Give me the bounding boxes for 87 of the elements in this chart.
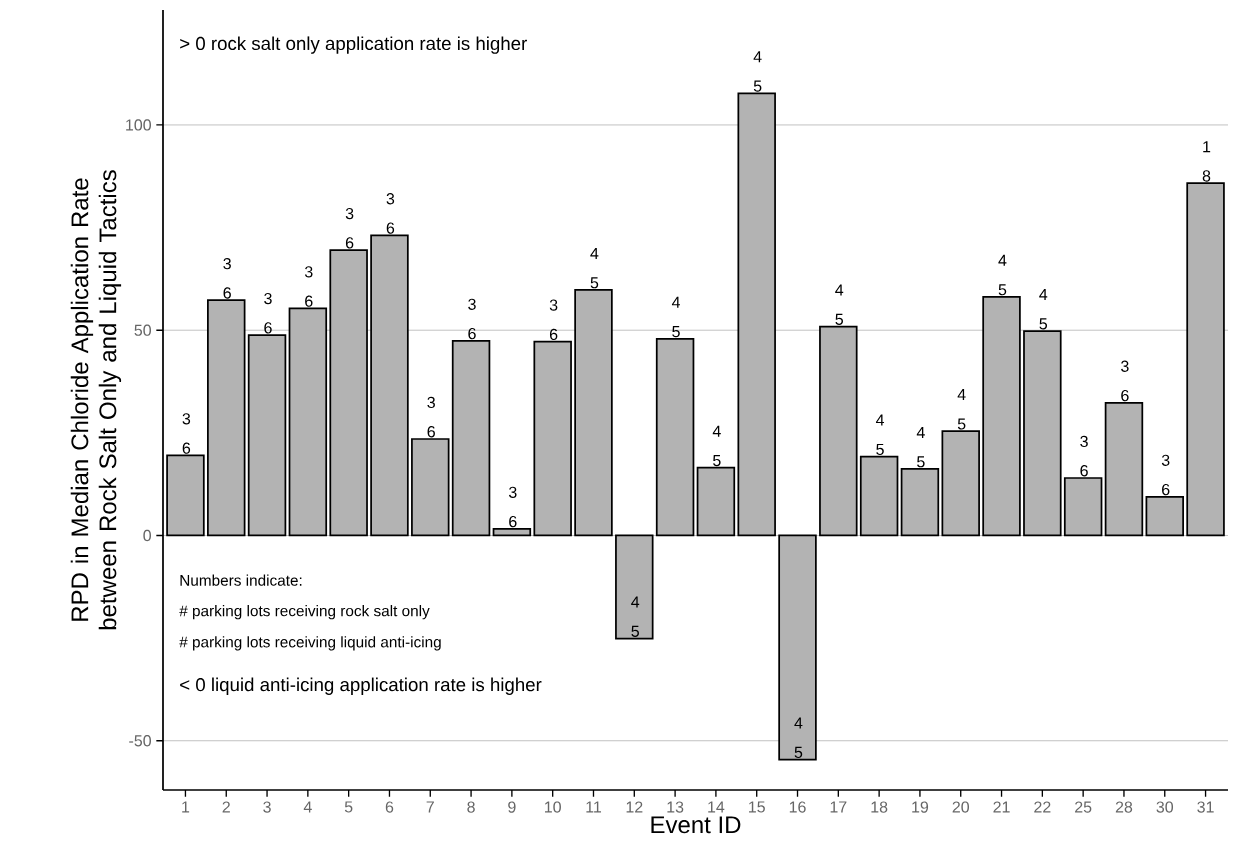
bar bbox=[451, 340, 491, 537]
bar bbox=[1104, 402, 1144, 537]
x-tick-label: 16 bbox=[789, 801, 806, 813]
x-tick-label: 31 bbox=[1197, 801, 1214, 813]
x-tick-label: 6 bbox=[385, 801, 394, 813]
annotation: 3 6 bbox=[386, 193, 395, 234]
x-tick-label: 17 bbox=[830, 801, 847, 813]
annotation: 3 6 bbox=[508, 486, 517, 528]
x-tick-label: 1 bbox=[182, 801, 190, 813]
x-tick-label: 28 bbox=[1115, 801, 1133, 813]
annotation: 3 6 bbox=[1121, 360, 1129, 402]
x-tick-label: 22 bbox=[1034, 801, 1051, 813]
annotation: 4 5 bbox=[631, 596, 640, 637]
x-tick-label: 4 bbox=[303, 801, 312, 813]
bar bbox=[655, 337, 695, 537]
x-tick-label: 9 bbox=[508, 801, 516, 813]
annotation: 4 5 bbox=[590, 247, 599, 289]
x-tick-label: 11 bbox=[586, 801, 602, 813]
annotation: > 0 rock salt only application rate is higher bbox=[180, 36, 527, 54]
x-axis-title: Event ID bbox=[651, 816, 741, 834]
bar bbox=[288, 307, 328, 537]
y-tick-label: 0 bbox=[143, 529, 152, 542]
bar bbox=[370, 234, 409, 537]
y-tick-label: -50 bbox=[129, 735, 151, 747]
annotation: 4 5 bbox=[1039, 288, 1048, 330]
x-tick-label: 19 bbox=[912, 801, 929, 813]
x-tick-label: 18 bbox=[871, 801, 888, 813]
annotation: Numbers indicate: bbox=[180, 574, 302, 586]
bar bbox=[819, 325, 858, 537]
x-tick-label: 10 bbox=[545, 801, 561, 813]
x-tick-label: 13 bbox=[667, 801, 684, 813]
annotation: 1 8 bbox=[1202, 141, 1211, 182]
annotation: < 0 liquid anti-icing application rate is higher bbox=[180, 677, 542, 695]
annotation: 4 5 bbox=[671, 296, 681, 338]
annotation: 4 5 bbox=[957, 389, 966, 430]
bar bbox=[329, 249, 368, 537]
annotation: 4 5 bbox=[998, 254, 1007, 296]
x-tick-label: 3 bbox=[263, 801, 271, 813]
bar bbox=[492, 528, 532, 537]
bar bbox=[696, 466, 736, 537]
bar bbox=[1023, 330, 1062, 537]
annotation: 3 6 bbox=[264, 292, 272, 334]
bar bbox=[1186, 182, 1225, 537]
x-tick-label: 8 bbox=[467, 801, 475, 813]
annotation: 3 6 bbox=[427, 396, 435, 438]
bar bbox=[1063, 477, 1103, 537]
annotation: # parking lots receiving rock salt only bbox=[179, 605, 430, 620]
annotation: 4 5 bbox=[794, 717, 803, 759]
annotation: # parking lots receiving liquid anti-icing bbox=[179, 636, 441, 651]
annotation: 4 5 bbox=[916, 426, 925, 468]
x-tick-label: 15 bbox=[749, 801, 765, 813]
x-tick-label: 5 bbox=[344, 801, 353, 813]
x-tick-label: 30 bbox=[1156, 801, 1174, 813]
annotation: 4 5 bbox=[753, 51, 762, 92]
x-tick-label: 21 bbox=[993, 801, 1010, 813]
annotation: 4 5 bbox=[875, 414, 885, 456]
bar bbox=[982, 296, 1021, 537]
annotation: 3 6 bbox=[223, 257, 231, 299]
y-axis-title: RPD in Median Chloride Application Rate between Rock Salt Only and Liquid Tactics bbox=[70, 170, 122, 630]
bar bbox=[166, 454, 205, 537]
bar bbox=[411, 438, 450, 537]
bar bbox=[574, 289, 613, 537]
annotation: 3 6 bbox=[304, 266, 313, 307]
x-tick-label: 12 bbox=[626, 801, 643, 813]
annotation: 4 5 bbox=[712, 425, 721, 467]
annotation: 3 6 bbox=[182, 413, 191, 454]
bar bbox=[207, 299, 246, 537]
bar bbox=[859, 455, 899, 537]
x-tick-label: 2 bbox=[222, 801, 230, 813]
y-tick-label: 100 bbox=[126, 119, 151, 131]
annotation: 3 6 bbox=[345, 207, 354, 249]
bar bbox=[941, 430, 980, 537]
bar bbox=[1145, 496, 1184, 537]
bar bbox=[900, 468, 940, 537]
x-tick-label: 14 bbox=[708, 801, 725, 813]
y-tick-label: 50 bbox=[134, 324, 151, 336]
annotation: 3 6 bbox=[1161, 454, 1170, 496]
bar bbox=[247, 334, 287, 537]
annotation: 3 6 bbox=[549, 299, 558, 341]
bar bbox=[533, 340, 572, 537]
x-tick-label: 20 bbox=[952, 801, 970, 813]
x-tick-label: 25 bbox=[1075, 801, 1092, 813]
x-tick-label: 7 bbox=[426, 801, 434, 813]
bar bbox=[615, 534, 654, 640]
annotation: 4 5 bbox=[835, 284, 844, 325]
annotation: 3 6 bbox=[1080, 435, 1088, 477]
annotation: 3 6 bbox=[468, 298, 476, 340]
